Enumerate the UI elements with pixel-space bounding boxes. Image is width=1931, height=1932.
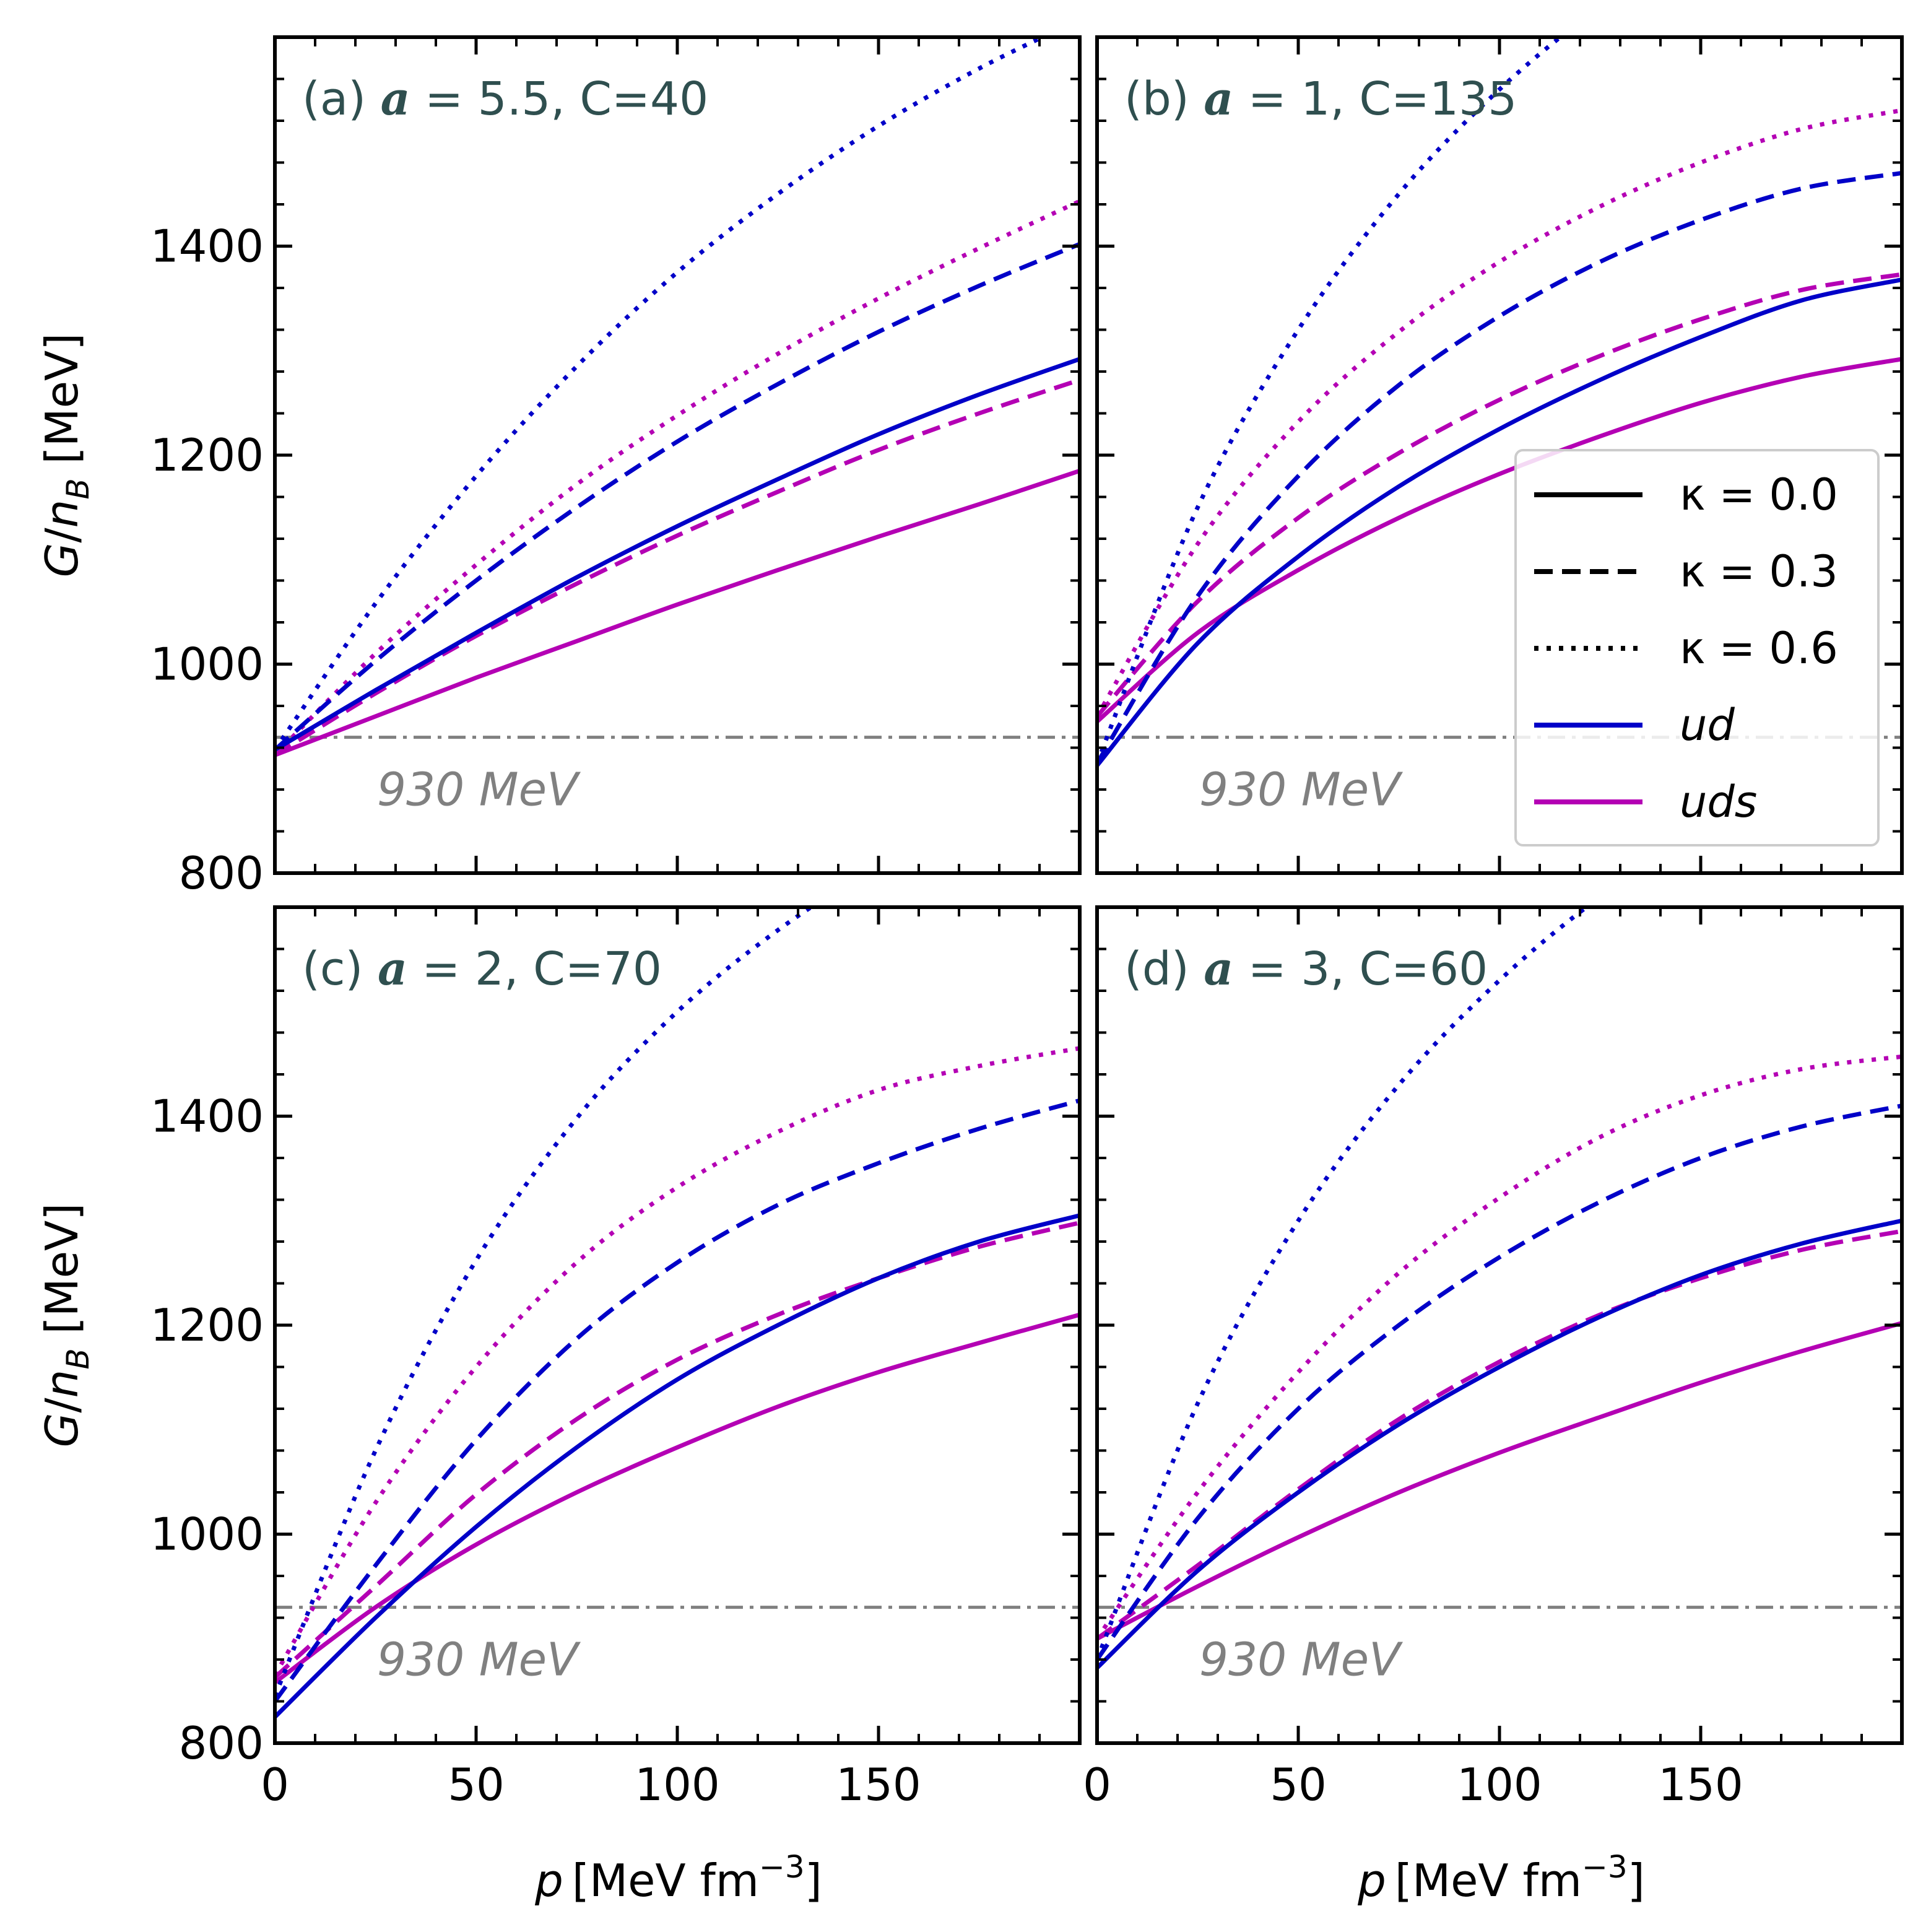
series-uds-kappa-03 — [275, 378, 1080, 757]
series-uds-kappa-03 — [275, 1221, 1080, 1679]
x-axis-title-left: p [MeV fm−3] — [534, 1849, 822, 1907]
series-uds-kappa-06 — [1097, 108, 1902, 718]
series-uds-kappa-00 — [1097, 1321, 1902, 1641]
y-axis-title-bottom: G/nB [MeV] — [36, 1203, 96, 1448]
series-ud-kappa-00 — [1097, 277, 1902, 767]
panel-d: 930 MeV 0 50 100 150 (d) a = 3, C=60 — [1083, 905, 1904, 1811]
x-tick-label: 150 — [1658, 1759, 1743, 1811]
x-tick-label: 0 — [1083, 1759, 1111, 1811]
series-ud-kappa-03 — [1097, 1103, 1902, 1661]
y-tick-label: 1400 — [150, 220, 264, 272]
x-axis-title-right: p [MeV fm−3] — [1357, 1849, 1645, 1907]
panel-label: (a) a = 5.5, C=40 — [302, 72, 708, 126]
series-ud-kappa-00 — [275, 1213, 1080, 1719]
panel-a: 930 MeV 800 1000 1200 1400 (a) a = 5.5, C=40 — [150, 35, 1082, 899]
series-uds-kappa-03 — [1097, 1229, 1902, 1641]
legend-entry-label: κ = 0.0 — [1680, 469, 1838, 520]
series-ud-kappa-06 — [1097, 907, 1590, 1661]
panel-label: (d) a = 3, C=60 — [1124, 942, 1488, 996]
legend-entry-label: uds — [1680, 777, 1757, 827]
series-uds-kappa-00 — [1097, 357, 1902, 723]
y-axis-title-top: G/nB [MeV] — [36, 333, 96, 578]
series-uds-kappa-00 — [275, 468, 1080, 757]
reference-line-label: 930 MeV — [1199, 1634, 1403, 1687]
legend-entry-label: κ = 0.6 — [1680, 623, 1838, 674]
x-tick-label: 150 — [836, 1759, 921, 1811]
tick-marks — [273, 905, 1082, 1745]
y-tick-label: 1200 — [150, 429, 264, 481]
tick-marks — [1095, 905, 1904, 1745]
x-tick-label: 100 — [1457, 1759, 1542, 1811]
y-tick-label: 1200 — [150, 1299, 264, 1351]
reference-line-label: 930 MeV — [1199, 764, 1403, 817]
series-uds-kappa-06 — [1097, 1054, 1902, 1640]
panel-c: 930 MeV 800 1000 1200 1400 0 50 100 150 (c) a = 2… — [150, 905, 1082, 1811]
series-ud-kappa-00 — [1097, 1218, 1902, 1670]
series-ud-kappa-03 — [1097, 170, 1902, 765]
y-tick-label: 800 — [179, 1717, 264, 1769]
series-uds-kappa-06 — [275, 199, 1080, 757]
panel-label: (b) a = 1, C=135 — [1124, 72, 1517, 126]
series-ud-kappa-00 — [275, 357, 1080, 752]
series-uds-kappa-03 — [1097, 272, 1902, 718]
y-tick-label: 800 — [179, 847, 264, 899]
tick-marks — [273, 35, 1082, 875]
x-tick-label: 50 — [1270, 1759, 1327, 1811]
x-tick-label: 0 — [261, 1759, 289, 1811]
legend-entry-label: κ = 0.3 — [1680, 546, 1838, 597]
legend-box — [1514, 449, 1880, 846]
reference-line-label: 930 MeV — [377, 1634, 581, 1687]
panel-label: (c) a = 2, C=70 — [302, 942, 662, 996]
x-tick-label: 50 — [448, 1759, 505, 1811]
series-uds-kappa-00 — [275, 1312, 1080, 1684]
y-tick-label: 1400 — [150, 1090, 264, 1142]
legend-entry-label: ud — [1680, 700, 1735, 751]
tick-marks — [1095, 35, 1904, 875]
y-tick-label: 1000 — [150, 1508, 264, 1560]
series-ud-kappa-06 — [1097, 37, 1564, 765]
series-ud-kappa-03 — [275, 1098, 1080, 1703]
y-tick-label: 1000 — [150, 638, 264, 690]
x-tick-label: 100 — [635, 1759, 719, 1811]
series-ud-kappa-03 — [275, 242, 1080, 752]
reference-line-label: 930 MeV — [377, 764, 581, 817]
legend: κ = 0.0 κ = 0.3 κ = 0.6 ud uds — [1514, 449, 1880, 846]
